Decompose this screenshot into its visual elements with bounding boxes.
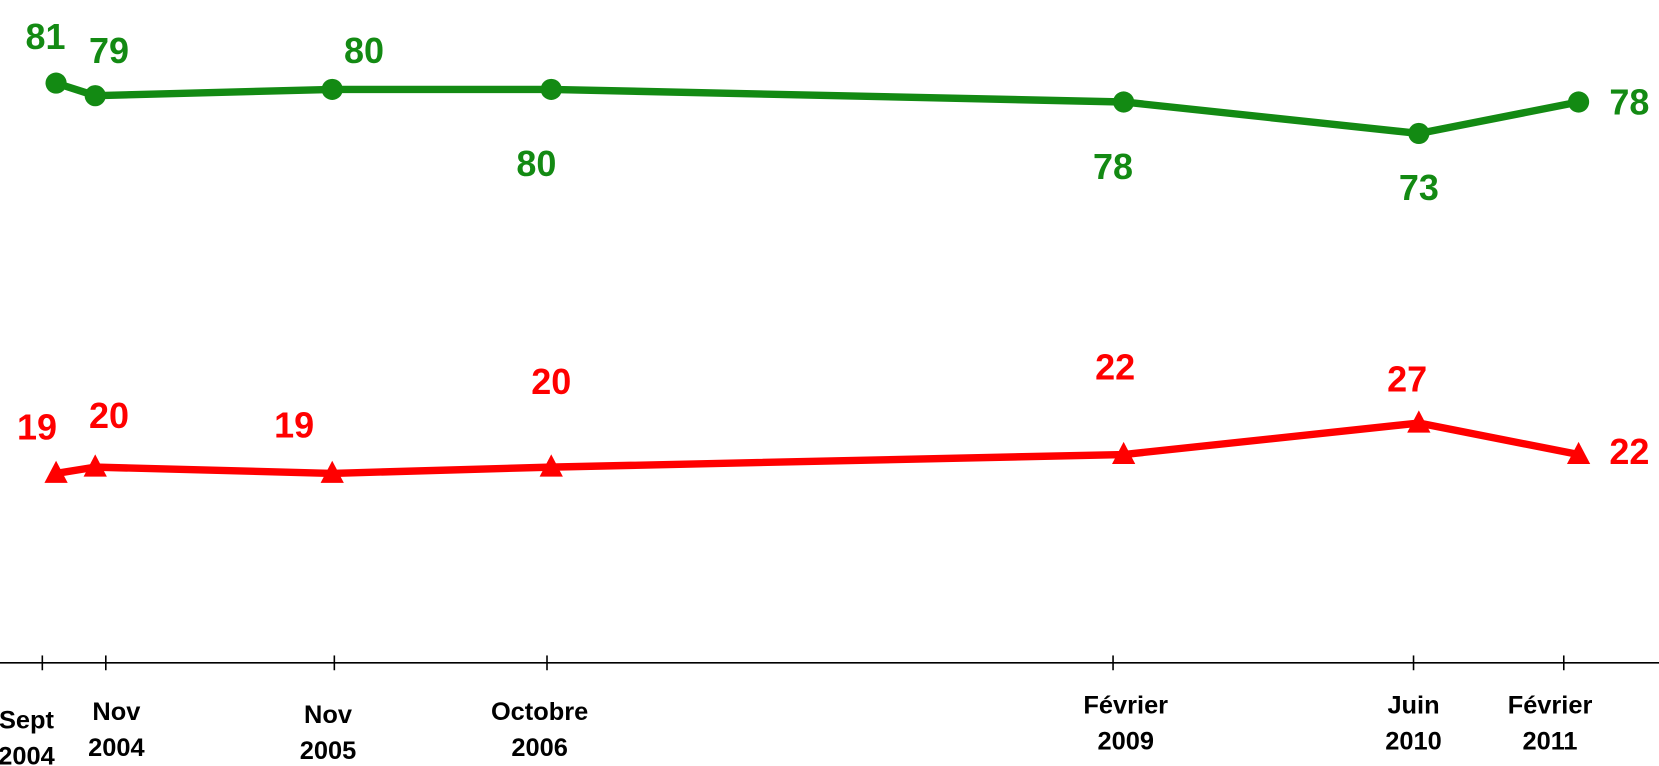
marker (83, 454, 107, 477)
marker (45, 72, 67, 94)
data-label: 19 (17, 407, 57, 448)
marker (1111, 441, 1136, 465)
data-label: 78 (1609, 82, 1649, 123)
data-label: 19 (274, 404, 314, 445)
data-label: 78 (1093, 146, 1133, 187)
marker (1407, 410, 1431, 433)
data-label: 20 (531, 361, 571, 402)
data-label: 27 (1387, 358, 1427, 399)
marker (1568, 91, 1590, 113)
marker (1566, 441, 1591, 465)
marker (1113, 91, 1135, 113)
data-label: 20 (89, 395, 129, 436)
data-label: 73 (1399, 167, 1439, 208)
data-label: 81 (25, 16, 65, 57)
marker (1408, 122, 1430, 145)
data-label: 22 (1095, 346, 1135, 387)
data-label: 80 (516, 143, 556, 184)
marker (321, 78, 343, 100)
data-label: 22 (1609, 431, 1649, 472)
x-tick-label: Février 2011 (1508, 692, 1593, 756)
data-label: 79 (89, 30, 129, 71)
marker (540, 78, 562, 100)
x-tick-label: Nov 2004 (88, 698, 144, 762)
x-tick-label: Sept 2004 (0, 706, 55, 766)
series-line (54, 79, 1580, 138)
x-tick-label: Octobre 2006 (491, 698, 588, 762)
marker (539, 454, 563, 477)
x-tick-label: Juin 2010 (1385, 692, 1441, 756)
marker (44, 460, 68, 483)
marker (320, 460, 344, 483)
x-tick-label: Nov 2005 (300, 701, 356, 765)
x-tick-label: Février 2009 (1083, 692, 1168, 756)
marker (84, 85, 106, 107)
data-label: 80 (344, 30, 384, 71)
